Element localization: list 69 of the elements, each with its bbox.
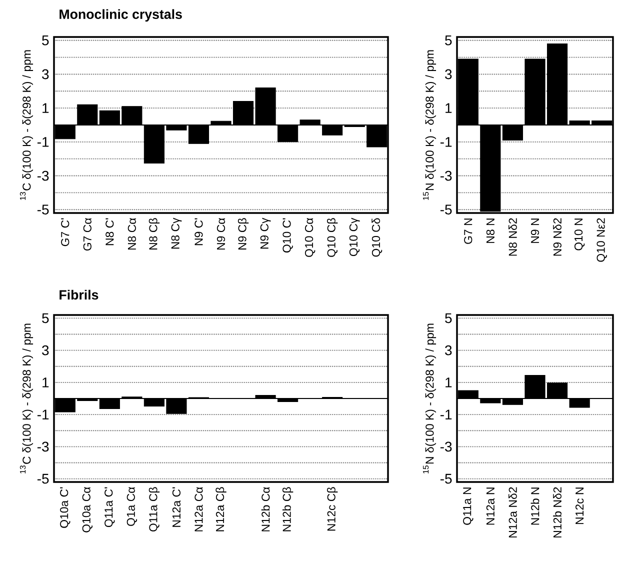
x-tick-label: Q10 C' xyxy=(282,218,293,252)
x-tick-label: Q11a N xyxy=(463,488,474,525)
x-tick-label: N12a C' xyxy=(172,487,181,527)
y-tick-label: -1 xyxy=(37,410,49,420)
y-tick-label: 1 xyxy=(42,103,49,113)
x-tick-label: N12b Cα xyxy=(261,487,270,532)
x-tick-label: N9 Cα xyxy=(216,218,226,250)
y-tick-label: 5 xyxy=(42,36,49,46)
y-tick-label: -1 xyxy=(440,410,452,420)
x-tick-label: N9 Nδ2 xyxy=(553,218,562,256)
y-tick-label: 1 xyxy=(446,378,452,388)
y-tick-label: 3 xyxy=(42,69,49,80)
x-tick-label: Q10 Cα xyxy=(304,218,316,257)
y-axis-title: $^{13}$C δ(100 K) - δ(298 K) / ppm xyxy=(20,324,34,474)
y-tick-label: 1 xyxy=(446,103,452,113)
x-tick-label: N12a Cα xyxy=(194,487,203,532)
y-tick-label: 5 xyxy=(42,313,49,324)
x-tick-label: Q10 Cβ xyxy=(327,218,338,257)
x-tick-label: Q11a C' xyxy=(104,487,115,528)
x-tick-label: N9 N xyxy=(530,218,540,243)
x-tick-label: N8 N xyxy=(486,218,494,243)
y-axis-title: $^{15}$N δ(100 K) - δ(298 K) / ppm xyxy=(423,324,436,474)
x-tick-label: N12b Cβ xyxy=(282,487,294,532)
y-tick-label: 3 xyxy=(42,345,49,356)
y-tick-label: -5 xyxy=(440,204,452,215)
x-tick-label: N8 Cα xyxy=(128,218,136,250)
x-tick-label: N12b Nδ2 xyxy=(553,487,562,538)
x-tick-label: G7 Cα xyxy=(83,218,92,251)
y-tick-label: -3 xyxy=(37,442,49,452)
x-tick-label: Q11a Cβ xyxy=(148,487,160,532)
x-tick-label: G7 C' xyxy=(61,218,70,246)
y-tick-label: -5 xyxy=(37,474,49,484)
x-tick-label: N12a Nδ2 xyxy=(508,487,517,538)
x-tick-label: N9 Cβ xyxy=(238,218,249,250)
x-tick-label: N8 Nδ2 xyxy=(508,218,517,256)
x-tick-label: Q10 Cγ xyxy=(349,218,360,256)
y-tick-label: -1 xyxy=(440,137,452,147)
chart-title: Monoclinic crystals xyxy=(60,9,182,22)
y-tick-label: -1 xyxy=(37,137,49,147)
y-tick-label: 3 xyxy=(445,345,452,356)
y-tick-label: -5 xyxy=(37,204,49,215)
x-tick-label: N12b N xyxy=(530,488,540,525)
x-tick-label: G7 N xyxy=(464,218,472,244)
y-tick-label: -5 xyxy=(440,474,452,484)
y-axis-title: $^{15}$N δ(100 K) - δ(298 K) / ppm xyxy=(423,50,436,200)
y-tick-label: 5 xyxy=(445,313,452,324)
x-tick-label: N8 Cγ xyxy=(171,218,182,249)
x-tick-label: Q1a Cα xyxy=(126,487,138,526)
x-tick-label: N8 Cβ xyxy=(148,218,160,250)
y-tick-label: 1 xyxy=(42,378,49,388)
x-tick-label: Q10 Cδ xyxy=(372,218,382,257)
y-tick-label: 5 xyxy=(445,36,452,46)
chart-title: Fibrils xyxy=(60,290,98,300)
x-tick-label: N12c Cβ xyxy=(327,487,338,531)
y-tick-label: -3 xyxy=(37,170,49,181)
x-tick-label: N9 C' xyxy=(194,218,203,246)
x-tick-label: Q10 Nε2 xyxy=(596,218,607,262)
x-tick-label: Q10a Cα xyxy=(82,487,92,532)
x-tick-label: N12c N xyxy=(576,488,584,524)
y-tick-label: -3 xyxy=(440,170,452,181)
x-tick-label: N12a Cβ xyxy=(216,487,226,532)
x-tick-label: N9 Cγ xyxy=(260,218,271,249)
x-tick-label: N8 C' xyxy=(106,218,114,246)
y-tick-label: 3 xyxy=(445,69,452,80)
y-axis-title: $^{13}$C δ(100 K) - δ(298 K) / ppm xyxy=(20,50,34,200)
x-tick-label: Q10a C' xyxy=(60,487,70,528)
y-tick-label: -3 xyxy=(440,442,452,452)
x-tick-label: N12a N xyxy=(486,488,494,525)
x-tick-label: Q10 N xyxy=(574,218,585,250)
